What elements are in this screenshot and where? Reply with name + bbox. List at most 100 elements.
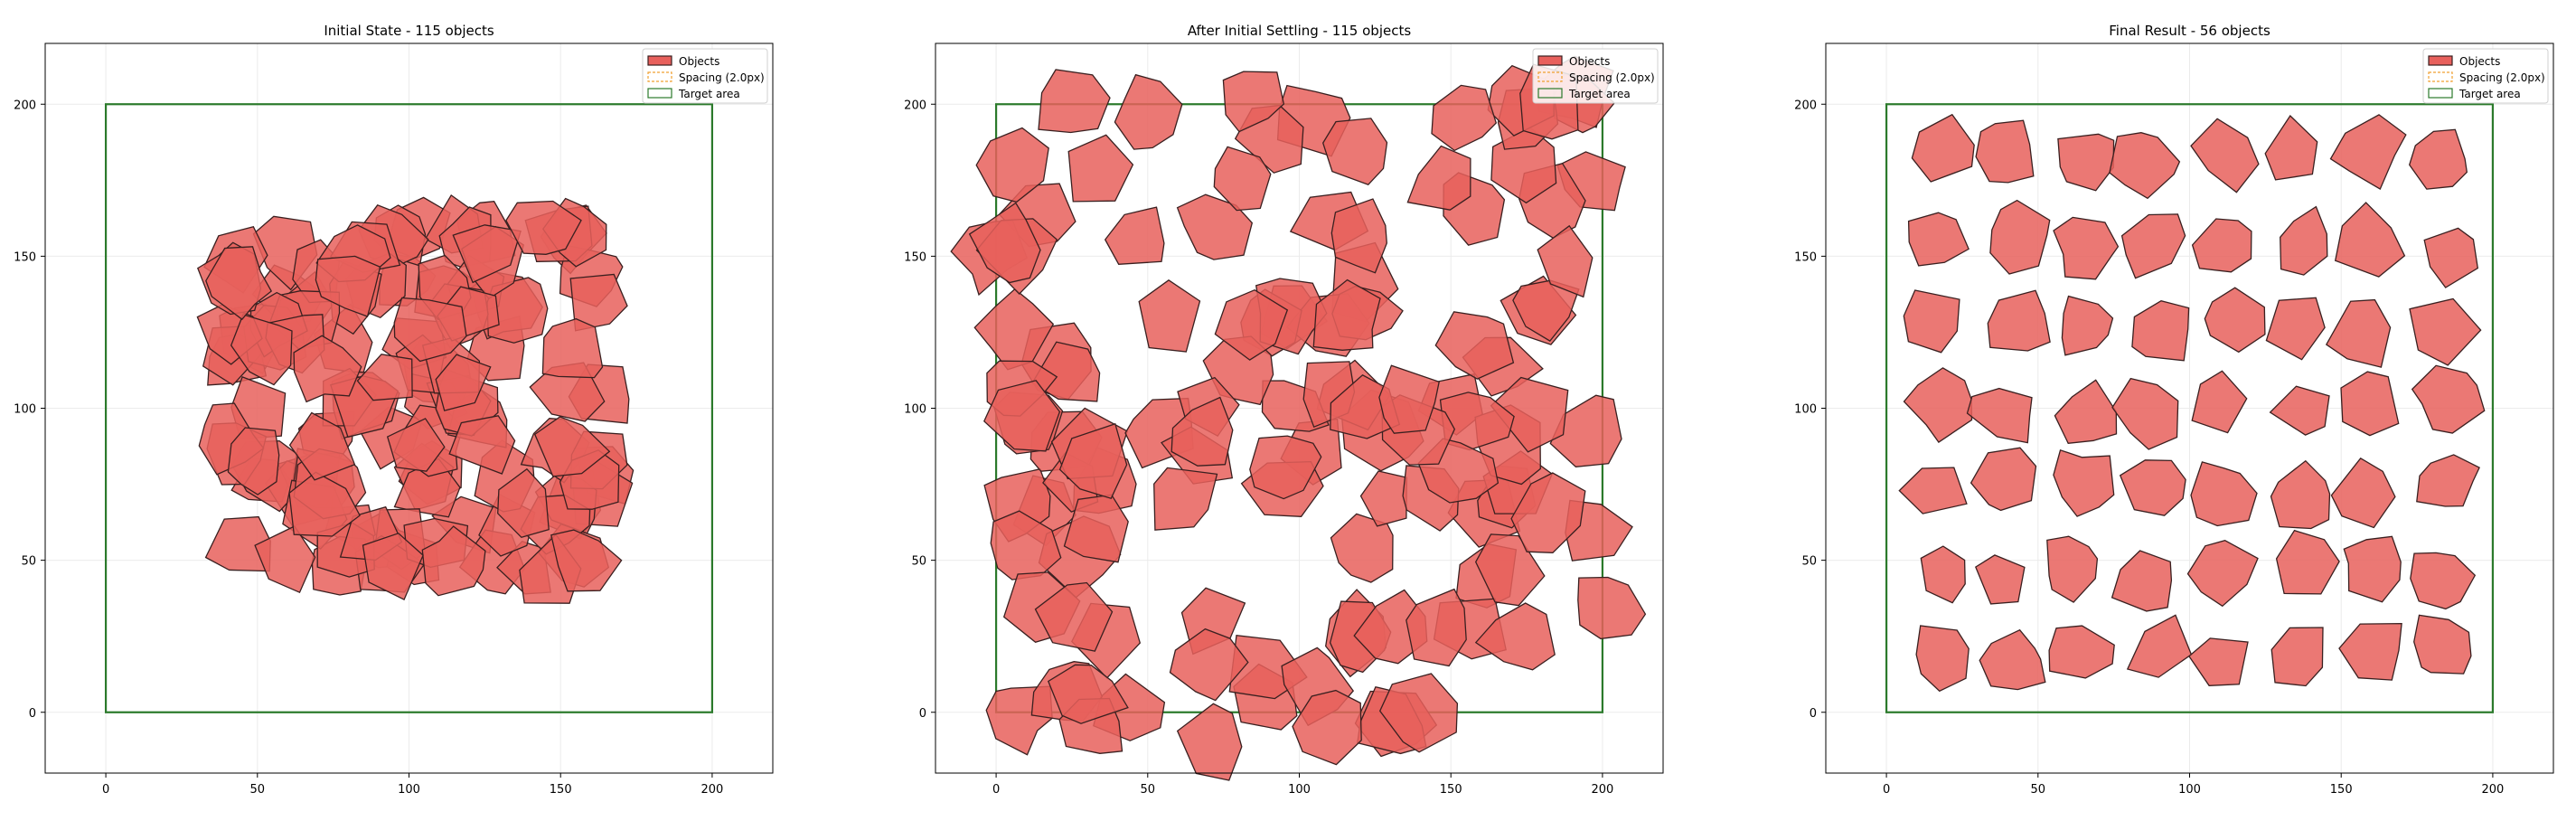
object-polygon [315, 255, 381, 317]
object-polygon [1176, 193, 1254, 260]
object-polygon [1406, 145, 1471, 211]
object-polygon [2048, 625, 2115, 679]
legend-swatch-objects [1537, 55, 1563, 66]
legend-swatch-objects [2428, 55, 2453, 66]
x-tick-label: 200 [1592, 783, 1614, 797]
legend: Objects Spacing (2.0px) Target area [642, 48, 768, 104]
object-polygon [2190, 118, 2260, 193]
object-polygon [288, 471, 361, 537]
object-polygon [2111, 550, 2173, 612]
object-polygon [968, 202, 1041, 284]
x-tick-label: 0 [1883, 783, 1890, 797]
object-polygon [2343, 535, 2402, 603]
object-polygon [2413, 614, 2472, 675]
chart-panel-3: Final Result - 56 objects 0 50 100 150 200 0 50… [1794, 23, 2554, 797]
object-polygon [2053, 216, 2120, 280]
chart-title: Initial State - 115 objects [324, 23, 494, 39]
object-polygon [541, 317, 604, 379]
object-polygon [975, 127, 1049, 203]
legend-swatch-target [647, 88, 672, 99]
chart-panel-1: Initial State - 115 objects 0 50 100 150 200 0… [14, 23, 774, 797]
x-tick-label: 150 [550, 783, 572, 797]
object-polygon [2061, 295, 2114, 356]
object-polygon [1104, 206, 1165, 265]
legend: Objects Spacing (2.0px) Target area [2422, 48, 2549, 104]
y-tick-label: 150 [14, 250, 36, 264]
object-polygon [2191, 218, 2252, 273]
legend-label-target: Target area [678, 88, 740, 100]
object-polygon [2270, 459, 2331, 530]
object-polygon [1537, 224, 1594, 298]
object-polygon [2334, 202, 2406, 278]
object-polygon [1903, 289, 1960, 354]
object-polygon [2280, 205, 2328, 276]
x-tick-label: 0 [992, 783, 1000, 797]
legend-label-objects: Objects [1569, 55, 1610, 68]
object-polygon [230, 314, 293, 386]
legend-swatch-target [1537, 88, 1563, 99]
object-polygon [2120, 213, 2186, 279]
object-polygon [2046, 535, 2099, 603]
target-area [1885, 103, 2495, 713]
y-tick-label: 200 [14, 99, 36, 112]
object-polygon [2186, 540, 2259, 608]
legend-label-target: Target area [2458, 88, 2521, 100]
x-tick-label: 150 [1440, 783, 1462, 797]
object-polygon [2188, 637, 2249, 686]
object-polygon [2131, 300, 2190, 362]
object-polygon [448, 415, 516, 475]
legend-label-spacing: Spacing (2.0px) [679, 71, 765, 84]
object-polygon [1114, 73, 1183, 150]
object-polygon [2264, 114, 2318, 181]
legend-swatch-spacing [2428, 71, 2453, 82]
object-polygon [205, 246, 273, 321]
object-polygon [362, 533, 424, 600]
object-polygon [2204, 287, 2266, 354]
object-polygon [1431, 84, 1498, 152]
object-polygon [1359, 470, 1407, 527]
legend-label-objects: Objects [679, 55, 719, 68]
legend-label-target: Target area [1568, 88, 1631, 100]
object-polygon [1510, 472, 1586, 553]
object-polygon [1058, 422, 1128, 499]
object-polygon [1378, 364, 1440, 434]
legend-swatch-objects [647, 55, 672, 66]
objects-group [196, 193, 635, 604]
object-polygon [1038, 69, 1111, 134]
object-polygon [1920, 545, 1966, 604]
object-polygon [1222, 71, 1285, 133]
y-tick-label: 50 [1801, 555, 1817, 569]
object-polygon [2416, 454, 2480, 507]
object-polygon [1292, 689, 1362, 766]
legend-box [642, 48, 768, 104]
object-polygon [2330, 457, 2396, 529]
y-tick-label: 100 [904, 403, 926, 417]
object-polygon [1213, 146, 1272, 212]
x-tick-label: 50 [1141, 783, 1156, 797]
object-polygon [569, 273, 628, 332]
object-polygon [1474, 602, 1556, 671]
object-polygon [550, 529, 623, 592]
object-polygon [288, 411, 356, 481]
object-polygon [2409, 297, 2482, 366]
y-tick-label: 150 [904, 250, 926, 264]
object-polygon [505, 200, 582, 255]
object-polygon [1989, 199, 2051, 275]
object-polygon [1490, 376, 1569, 453]
object-polygon [1970, 447, 2037, 512]
object-polygon [227, 427, 280, 495]
object-polygon [1330, 513, 1394, 583]
x-tick-label: 100 [398, 783, 420, 797]
chart-panel-2: After Initial Settling - 115 objects 0 50 1… [904, 23, 1664, 797]
object-polygon [2408, 128, 2468, 190]
object-polygon [2410, 552, 2477, 610]
y-tick-label: 150 [1794, 250, 1817, 264]
object-polygon [1067, 134, 1134, 203]
object-polygon [435, 354, 492, 411]
x-tick-label: 50 [250, 783, 266, 797]
object-polygon [1974, 554, 2026, 605]
legend-label-spacing: Spacing (2.0px) [2459, 71, 2545, 84]
x-tick-label: 100 [2178, 783, 2201, 797]
legend-label-objects: Objects [2459, 55, 2500, 68]
object-polygon [356, 354, 413, 401]
